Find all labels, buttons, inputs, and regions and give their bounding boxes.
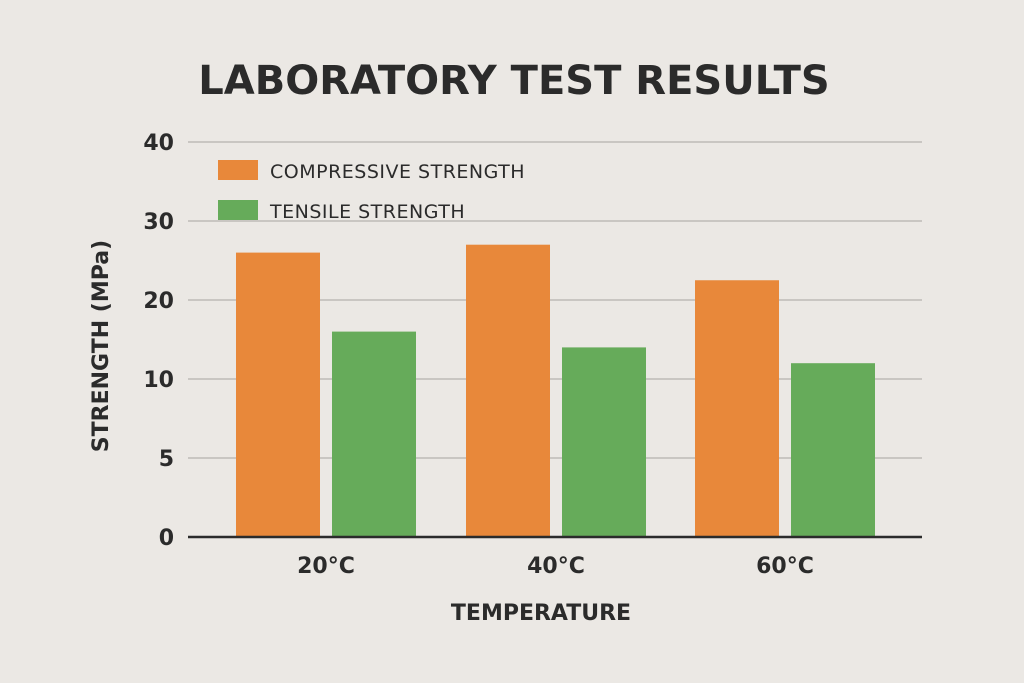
chart-title: LABORATORY TEST RESULTS: [198, 58, 829, 104]
y-tick-label: 30: [143, 210, 174, 235]
x-axis-label: TEMPERATURE: [451, 601, 631, 626]
x-tick-label: 20°C: [297, 554, 355, 579]
bar-compressive-2: [466, 244, 550, 537]
y-tick-labels: 0 5 10 20 30 40: [143, 131, 174, 551]
legend-swatch: [218, 160, 258, 180]
y-tick-label: 0: [159, 526, 174, 551]
legend-label: COMPRESSIVE STRENGTH: [270, 161, 525, 183]
bar-tensile-3: [791, 363, 875, 537]
y-tick-label: 10: [143, 368, 174, 393]
legend-label: TENSILE STRENGTH: [269, 201, 465, 223]
bar-tensile-1: [332, 331, 416, 537]
y-axis-label: STRENGTH (MPa): [89, 240, 114, 452]
y-tick-label: 20: [143, 289, 174, 314]
legend-swatch: [218, 200, 258, 220]
legend: COMPRESSIVE STRENGTH TENSILE STRENGTH: [218, 160, 525, 223]
y-tick-label: 40: [143, 131, 174, 156]
bar-compressive-3: [695, 280, 779, 537]
bar-tensile-2: [562, 347, 646, 537]
bars: [236, 244, 875, 537]
bar-compressive-1: [236, 252, 320, 537]
x-tick-label: 40°C: [527, 554, 585, 579]
y-tick-label: 5: [159, 447, 174, 472]
x-tick-labels: 20°C 40°C 60°C: [297, 554, 814, 579]
x-tick-label: 60°C: [756, 554, 814, 579]
